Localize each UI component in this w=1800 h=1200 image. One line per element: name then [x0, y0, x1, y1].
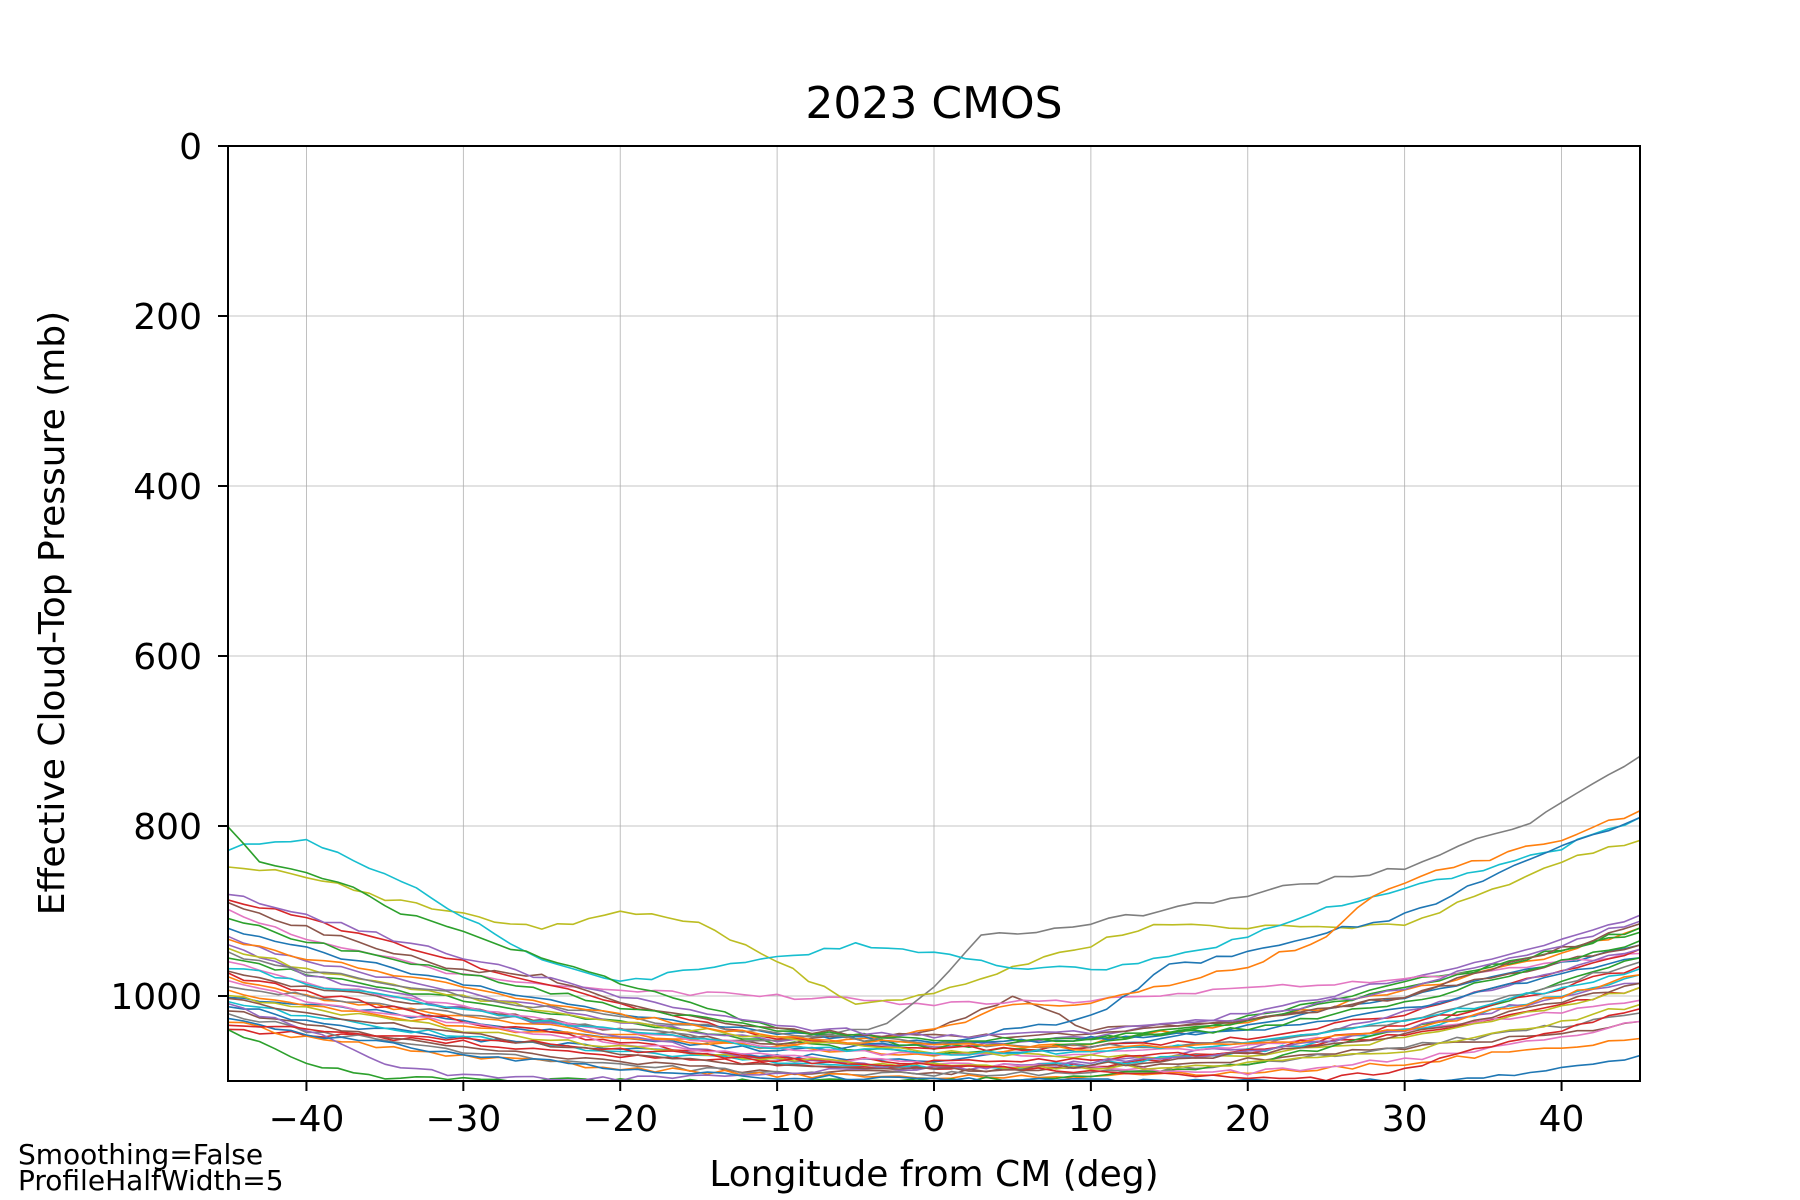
profile-line-31: [228, 1017, 1640, 1081]
x-axis-label: Longitude from CM (deg): [709, 1154, 1158, 1195]
profile-line-35: [228, 893, 1640, 1039]
y-tick-label: 1000: [110, 977, 202, 1018]
x-tick-label: 0: [923, 1099, 946, 1140]
x-tick-label: 40: [1539, 1099, 1585, 1140]
profile-line-21: [228, 927, 1640, 1044]
x-tick-label: 30: [1382, 1099, 1428, 1140]
profile-line-26: [228, 901, 1640, 1039]
chart-title: 2023 CMOS: [805, 78, 1062, 129]
x-tick-label: −30: [425, 1099, 501, 1140]
smoothing-annotation: Smoothing=False: [18, 1138, 264, 1171]
profile-half-width-annotation: ProfileHalfWidth=5: [18, 1164, 284, 1197]
x-axis: −40 −30 −20 −10 0 10 20 30 40: [268, 1081, 1584, 1140]
profile-line-30: [228, 967, 1640, 1056]
y-tick-label: 800: [133, 807, 202, 848]
profile-line-9: [228, 839, 1640, 1005]
profile-line-36: [228, 982, 1640, 1073]
profile-line-34: [228, 938, 1640, 1052]
x-tick-label: −40: [268, 1099, 344, 1140]
profile-line-33: [228, 1008, 1640, 1081]
y-axis: 0 200 400 600 800 1000: [110, 127, 228, 1018]
y-tick-label: 400: [133, 467, 202, 508]
profile-line-14: [228, 899, 1640, 1052]
profile-line-10: [228, 816, 1640, 982]
x-tick-label: −10: [739, 1099, 815, 1140]
profile-line-29: [228, 994, 1640, 1071]
y-tick-label: 200: [133, 297, 202, 338]
profile-line-18: [228, 1012, 1640, 1077]
series-group: [228, 755, 1640, 1081]
profile-line-32: [228, 917, 1640, 1043]
x-tick-label: −20: [582, 1099, 658, 1140]
profile-line-13: [228, 826, 1640, 1050]
profile-line-2: [228, 927, 1640, 1057]
y-axis-label: Effective Cloud-Top Pressure (mb): [32, 311, 73, 915]
profile-line-8: [228, 755, 1640, 1042]
grid-lines: [228, 145, 1640, 1081]
profile-line-12: [228, 809, 1640, 1050]
y-tick-label: 600: [133, 637, 202, 678]
profile-line-17: [228, 960, 1640, 1058]
profile-line-16: [228, 1010, 1640, 1076]
x-tick-label: 20: [1225, 1099, 1271, 1140]
y-tick-label: 0: [179, 127, 202, 168]
profile-line-24: [228, 965, 1640, 1065]
x-tick-label: 10: [1068, 1099, 1114, 1140]
